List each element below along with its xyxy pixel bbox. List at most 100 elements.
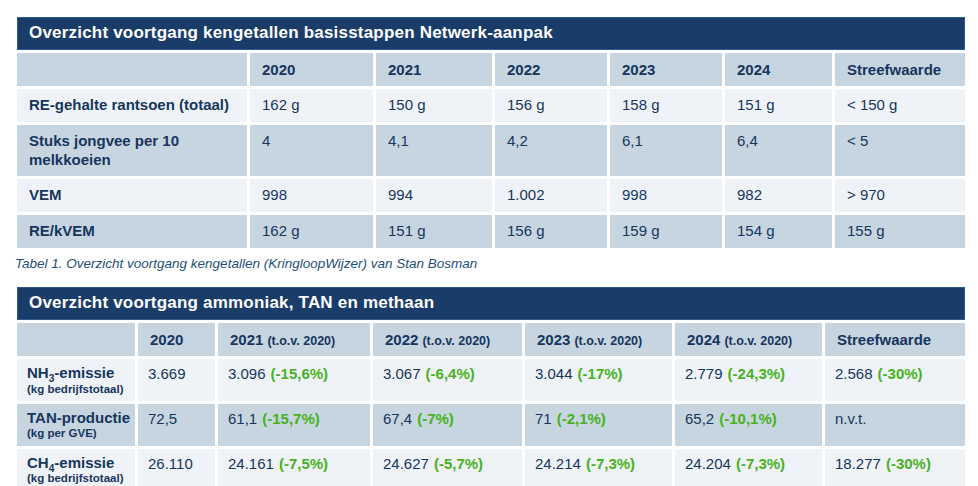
table1-caption: Tabel 1. Overzicht voortgang kengetallen… [15,256,965,271]
cell-2024: 154 g [724,214,834,250]
value: n.v.t. [835,410,866,427]
cell-2023: 159 g [609,214,724,250]
table-kengetallen: Overzicht voortgang kengetallen basissta… [14,14,968,251]
table-emissies: Overzicht voortgang ammoniak, TAN en met… [14,284,968,486]
row-label-main: CH4-emissie [27,454,114,471]
table-row-ch4-emissie: CH4-emissie(kg bedrijfstotaal) 26.110 24… [16,447,967,486]
year-label: 2023 [537,331,570,348]
row-label-main: NH3-emissie [27,364,114,381]
value: 3.669 [148,365,186,382]
cell-2021: 24.161 (-7,5%) [217,447,372,486]
cell-2021: 151 g [375,214,494,250]
cell-2021: 4,1 [375,123,494,178]
reduction-pct: (-7,3%) [736,455,785,472]
value: 24.214 [535,455,581,472]
table2-col-2020: 2020 [137,321,217,357]
table1-title: Overzicht voortgang kengetallen basissta… [16,16,967,52]
value: 67,4 [383,410,412,427]
cell-2024: 24.204(-7,3%) [674,447,824,486]
cell-streefwaarde: 18.277 (-30%) [824,447,967,486]
row-label: RE/kVEM [16,214,249,250]
value: 71 [535,410,552,427]
cell-2022: 67,4 (-7%) [372,402,524,447]
value: 24.627 [383,455,429,472]
table2-col-streefwaarde: Streefwaarde [824,321,967,357]
table1-header-row: 2020 2021 2022 2023 2024 Streefwaarde [16,52,967,88]
row-label-main: TAN-productie [27,409,130,426]
reduction-pct: (-24,3%) [728,365,786,382]
cell-2020: 3.669 [137,357,217,402]
table1-col-2023: 2023 [609,52,724,88]
cell-2020: 998 [249,178,375,214]
cell-streefwaarde: < 5 [834,123,967,178]
table1-col-2022: 2022 [494,52,609,88]
row-label: CH4-emissie(kg bedrijfstotaal) [16,447,137,486]
value: 3.044 [535,365,573,382]
table1-corner-cell [16,52,249,88]
row-label: RE-gehalte rantsoen (totaal) [16,88,249,124]
table-row-vem: VEM 998 994 1.002 998 982 > 970 [16,178,967,214]
cell-2023: 998 [609,178,724,214]
table2-corner-cell [16,321,137,357]
table-row-tan-productie: TAN-productie(kg per GVE) 72,5 61,1(-15,… [16,402,967,447]
cell-streefwaarde: 2.568(-30%) [824,357,967,402]
cell-2023: 71(-2,1%) [524,402,674,447]
row-label-unit: (kg per GVE) [27,427,131,440]
value: 2.568 [835,365,873,382]
cell-2020: 162 g [249,214,375,250]
year-note: (t.o.v. 2020) [724,334,792,348]
cell-2024: 6,4 [724,123,834,178]
table-row-re-kvem: RE/kVEM 162 g 151 g 156 g 159 g 154 g 15… [16,214,967,250]
reduction-pct: (-7%) [417,410,454,427]
cell-2024: 982 [724,178,834,214]
value: 2.779 [685,365,723,382]
year-note: (t.o.v. 2020) [422,334,490,348]
year-label: Streefwaarde [837,331,931,348]
value: 26.110 [148,455,193,472]
cell-2022: 3.067 (-6,4%) [372,357,524,402]
cell-2021: 61,1(-15,7%) [217,402,372,447]
table2-col-2021: 2021 (t.o.v. 2020) [217,321,372,357]
value: 18.277 [835,455,881,472]
year-note: (t.o.v. 2020) [267,334,335,348]
cell-2024: 2.779 (-24,3%) [674,357,824,402]
reduction-pct: (-17%) [578,365,623,382]
row-label: VEM [16,178,249,214]
value: 24.161 [228,455,274,472]
table-row-nh3-emissie: NH3-emissie (kg bedrijfstotaal) 3.669 3.0… [16,357,967,402]
row-label: NH3-emissie (kg bedrijfstotaal) [16,357,137,402]
value: 3.067 [383,365,421,382]
table1-col-2021: 2021 [375,52,494,88]
cell-2020: 4 [249,123,375,178]
table1-col-streefwaarde: Streefwaarde [834,52,967,88]
reduction-pct: (-5,7%) [434,455,483,472]
row-label-unit: (kg bedrijfstotaal) [27,383,131,396]
cell-2021: 994 [375,178,494,214]
reduction-pct: (-30%) [886,455,931,472]
year-label: 2021 [230,331,263,348]
cell-streefwaarde: < 150 g [834,88,967,124]
cell-2022: 1.002 [494,178,609,214]
cell-2023: 6,1 [609,123,724,178]
cell-streefwaarde: 155 g [834,214,967,250]
cell-2022: 4,2 [494,123,609,178]
reduction-pct: (-7,3%) [586,455,635,472]
cell-2022: 156 g [494,214,609,250]
year-note: (t.o.v. 2020) [574,334,642,348]
cell-2022: 24.627 (-5,7%) [372,447,524,486]
row-label: TAN-productie(kg per GVE) [16,402,137,447]
row-label-unit: (kg bedrijfstotaal) [27,472,131,485]
cell-2024: 151 g [724,88,834,124]
year-label: 2024 [687,331,720,348]
cell-2020: 26.110 [137,447,217,486]
reduction-pct: (-15,7%) [262,410,320,427]
reduction-pct: (-7,5%) [279,455,328,472]
cell-2023: 3.044 (-17%) [524,357,674,402]
value: 65,2 [685,410,714,427]
reduction-pct: (-10,1%) [719,410,777,427]
reduction-pct: (-6,4%) [426,365,475,382]
value: 72,5 [148,410,177,427]
table2-header-row: 2020 2021(t.o.v. 2020) 2022(t.o.v. 2020)… [16,321,967,357]
cell-2023: 24.214 (-7,3%) [524,447,674,486]
cell-2024: 65,2 (-10,1%) [674,402,824,447]
